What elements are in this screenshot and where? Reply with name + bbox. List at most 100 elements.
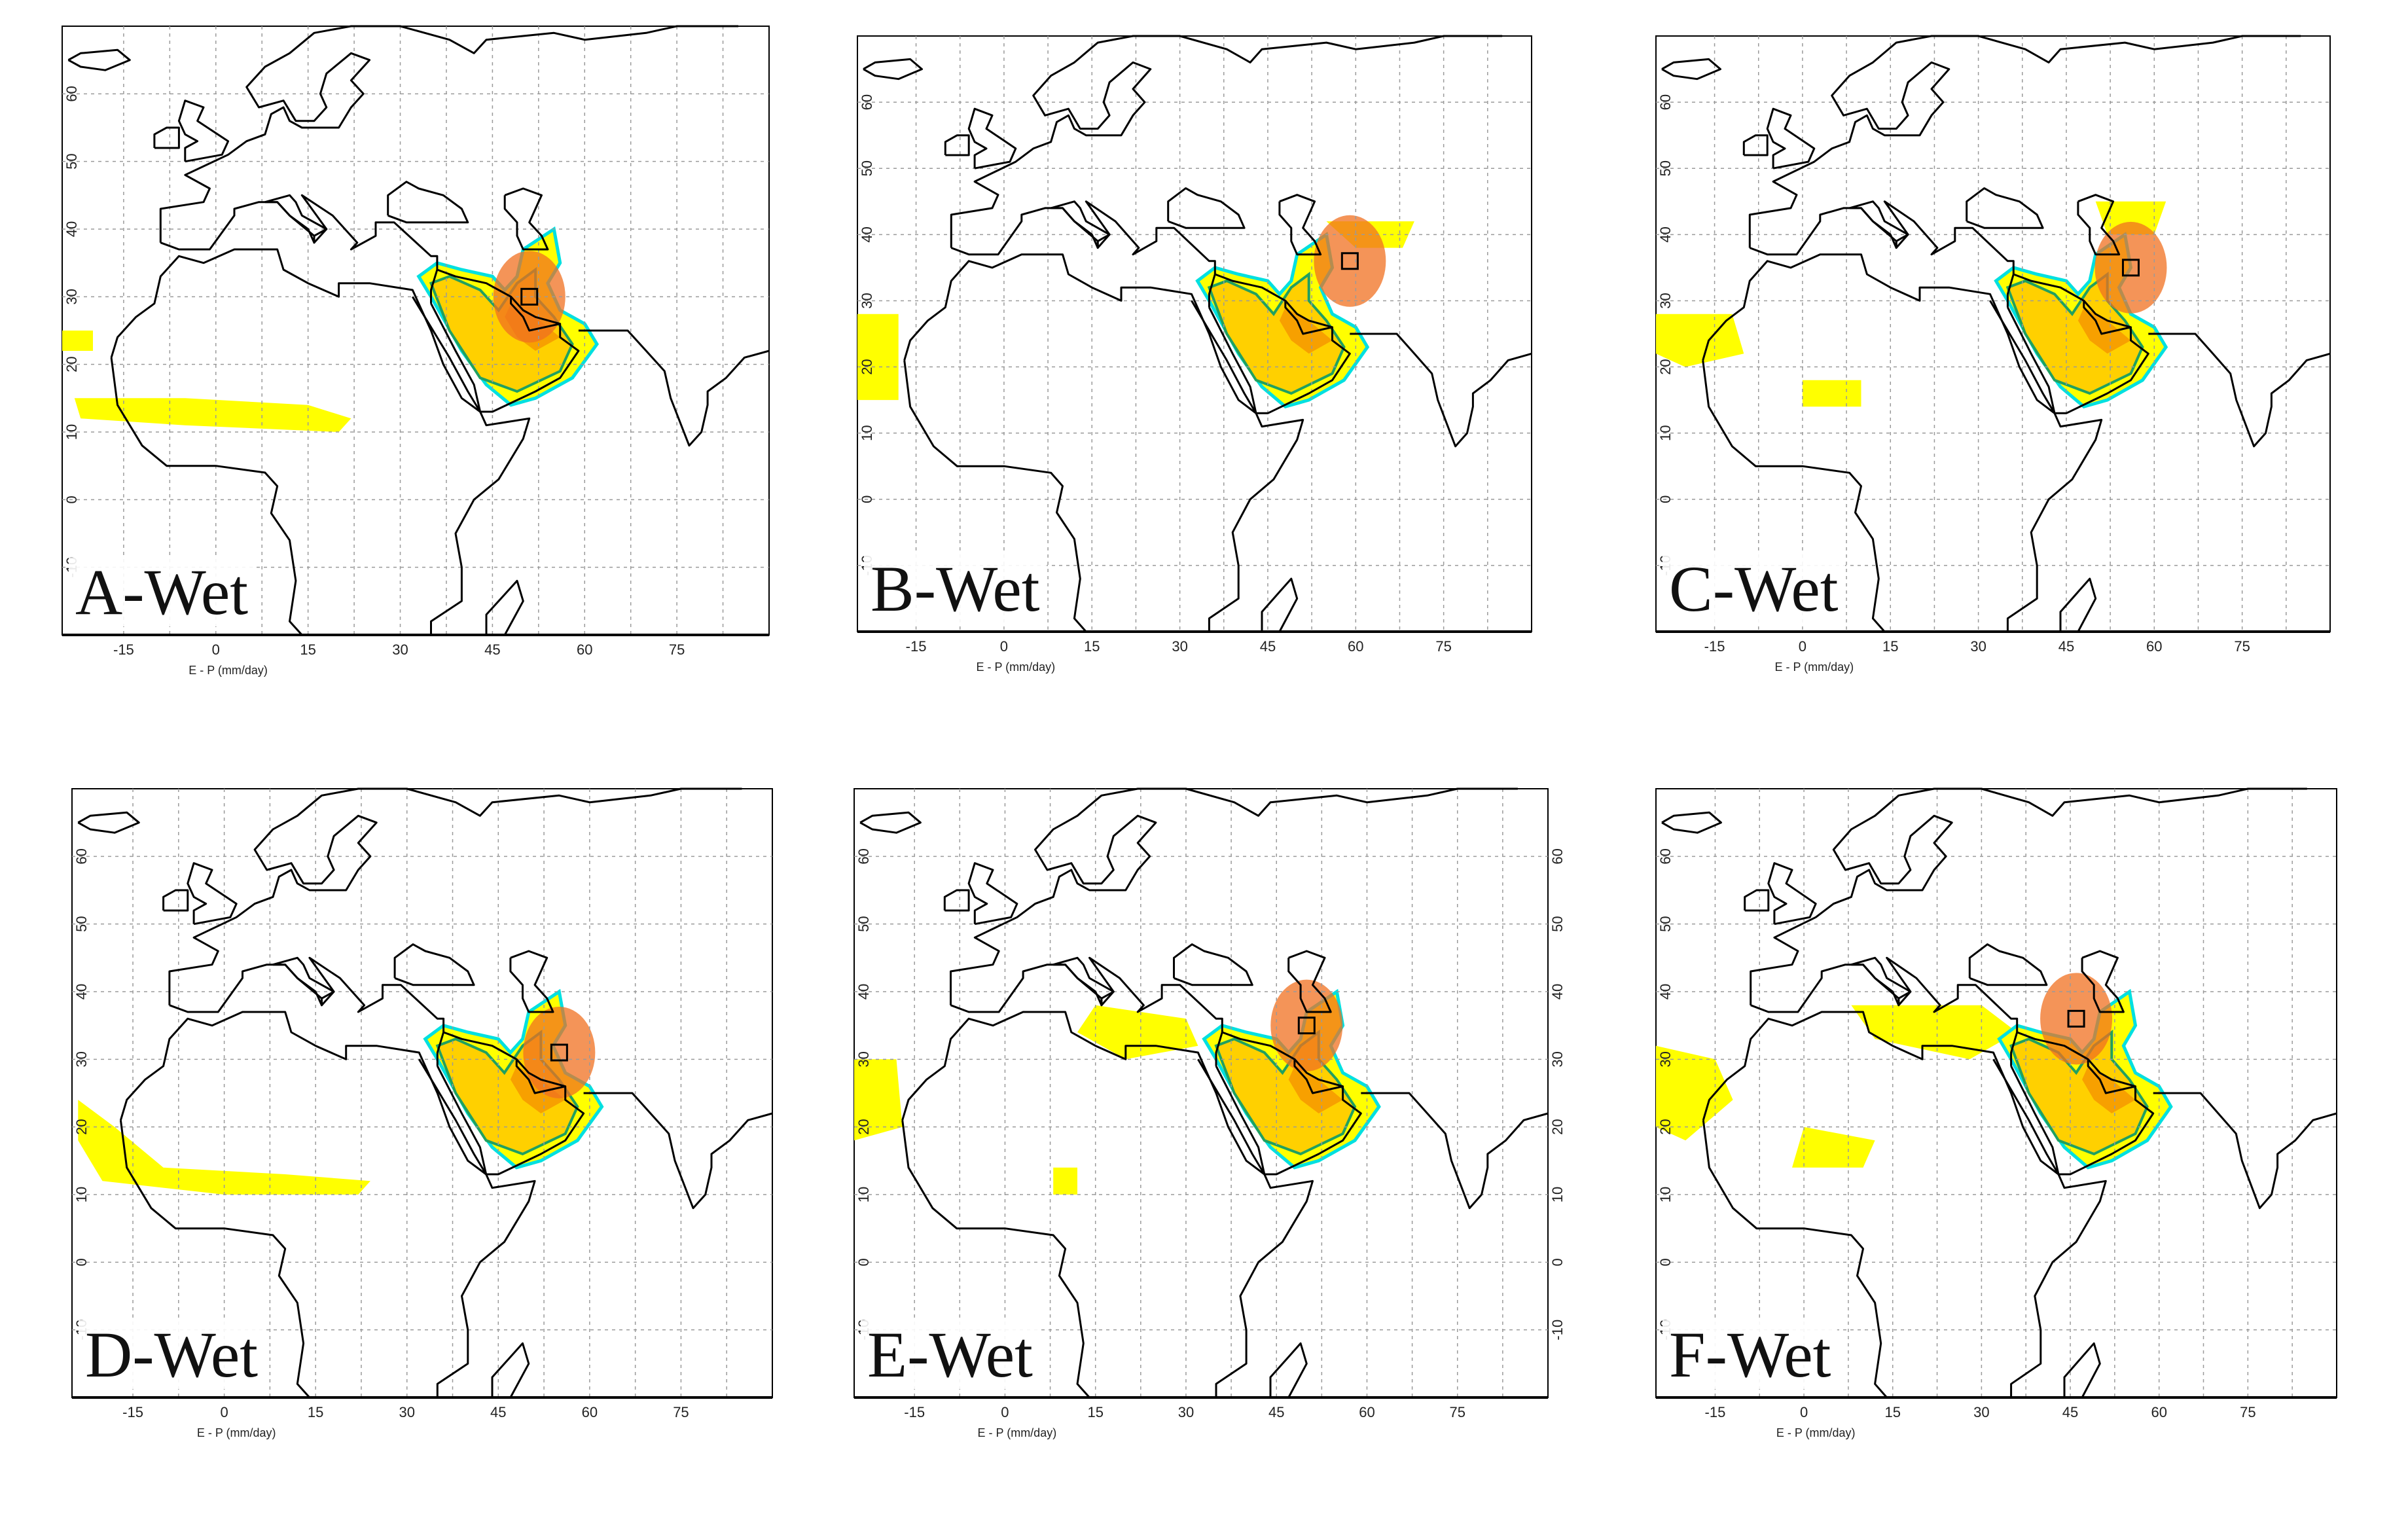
y-tick-label: 60 [73,848,90,864]
y-tick-label: 10 [859,425,875,441]
x-tick-label: 60 [582,1404,598,1420]
coastline-italy [264,194,328,244]
x-tick-label: 45 [2062,1404,2078,1420]
x-tick-label: 60 [1359,1404,1375,1420]
x-tick-label: 15 [1087,1404,1103,1420]
y-tick-label: 60 [1549,848,1566,864]
coastline-blacksea [1167,187,1246,229]
coastline-ireland [1742,134,1769,156]
x-axis-label: E - P (mm/day) [197,1426,276,1439]
wet-patch-extra [857,314,899,401]
y-tick-label: 20 [1549,1119,1566,1134]
x-tick-label: 0 [1001,1404,1009,1420]
coastline-italy [1850,956,1912,1007]
x-tick-label: 45 [1268,1404,1284,1420]
coastline-gulf [2083,300,2131,329]
coastline-uk [967,107,1017,170]
y-tick-label: -10 [1549,1320,1566,1341]
coastlines [67,25,770,636]
coastline-redsea [1989,300,2056,414]
x-tick-label: 75 [1435,638,1451,655]
coastline-gulf [1284,300,1333,329]
y-tick-label: 40 [73,984,90,1000]
x-axis-label: E - P (mm/day) [1776,1426,1856,1439]
source-region-box [550,1043,568,1062]
x-tick-label: 60 [1348,638,1363,655]
coastline-redsea [418,1058,487,1175]
wet-patch-extra [1656,314,1744,367]
coastline-iceland [1661,811,1722,834]
y-tick-label: 10 [63,424,80,440]
y-tick-label: 50 [859,160,875,176]
x-tick-label: 45 [1260,638,1276,655]
source-region-box [2067,1009,2085,1028]
wet-patch-extra [1851,1005,2017,1060]
map-frame [854,788,1549,1398]
wet-patch-extra [1053,1167,1077,1195]
y-tick-label: 0 [63,496,80,503]
y-tick-label: 50 [1549,916,1566,931]
grid-lines [1656,789,2337,1397]
wet-region-core [2082,1066,2136,1113]
y-tick-label: 10 [1657,425,1674,441]
x-tick-label: 30 [1178,1404,1194,1420]
y-tick-label: 60 [1657,848,1674,864]
y-tick-label: 40 [63,221,80,237]
y-tick-label: 30 [63,289,80,304]
coastline-gulf [1293,1058,1344,1088]
x-tick-label: 15 [1084,638,1100,655]
coastline-iceland [77,811,140,834]
x-tick-label: 15 [1882,638,1898,655]
coastlines [77,787,773,1399]
x-tick-label: 45 [490,1404,506,1420]
coastline-india [2148,333,2331,448]
panel-label: B-Wet [864,554,1047,623]
y-tick-label: 50 [1657,916,1674,931]
wet-patch-extra [62,331,93,351]
coastline-caspian [503,187,549,251]
coastline-india [2153,1092,2337,1210]
panel-label: F-Wet [1662,1320,1838,1389]
map-frame [71,788,773,1398]
wet-region-max [1314,215,1386,307]
source-region-box [2121,259,2140,277]
x-tick-label: -15 [904,1404,925,1420]
coastline-italy [1051,200,1111,249]
coastlines [863,35,1532,633]
x-tick-label: 60 [2146,638,2162,655]
coastline-redsea [1191,300,1257,414]
x-axis-label: E - P (mm/day) [976,660,1055,674]
coastline-redsea [412,296,481,412]
x-tick-label: 0 [1000,638,1008,655]
coastline-gulf [516,1058,566,1088]
coastline-europe [1748,35,2301,248]
coastlines [1661,35,2331,633]
coastline-ireland [944,134,970,156]
y-tick-label: 20 [73,1119,90,1134]
x-tick-label: 45 [484,641,500,658]
coastline-africa [110,248,531,636]
coastline-europe [1750,787,2307,1005]
y-tick-label: 40 [1657,226,1674,242]
x-tick-label: 75 [2240,1404,2255,1420]
y-tick-label: 50 [1657,160,1674,176]
y-tick-label: 30 [73,1051,90,1067]
y-tick-label: 60 [859,94,875,110]
y-tick-label: 10 [1657,1187,1674,1202]
coastline-uk [1767,862,1817,926]
coastline-italy [1849,200,1909,249]
y-tick-label: 10 [1549,1187,1566,1202]
x-tick-label: 15 [1884,1404,1900,1420]
wet-patch-extra [2095,201,2166,235]
wet-patch-extra [1802,380,1861,407]
coastline-ireland [1744,889,1770,912]
y-tick-label: 60 [855,848,872,864]
x-tick-label: 75 [1449,1404,1465,1420]
map-frame [1655,788,2337,1398]
coastline-madagascar [2059,577,2097,632]
map-frame [857,35,1532,632]
coastline-madagascar [1261,577,1299,632]
